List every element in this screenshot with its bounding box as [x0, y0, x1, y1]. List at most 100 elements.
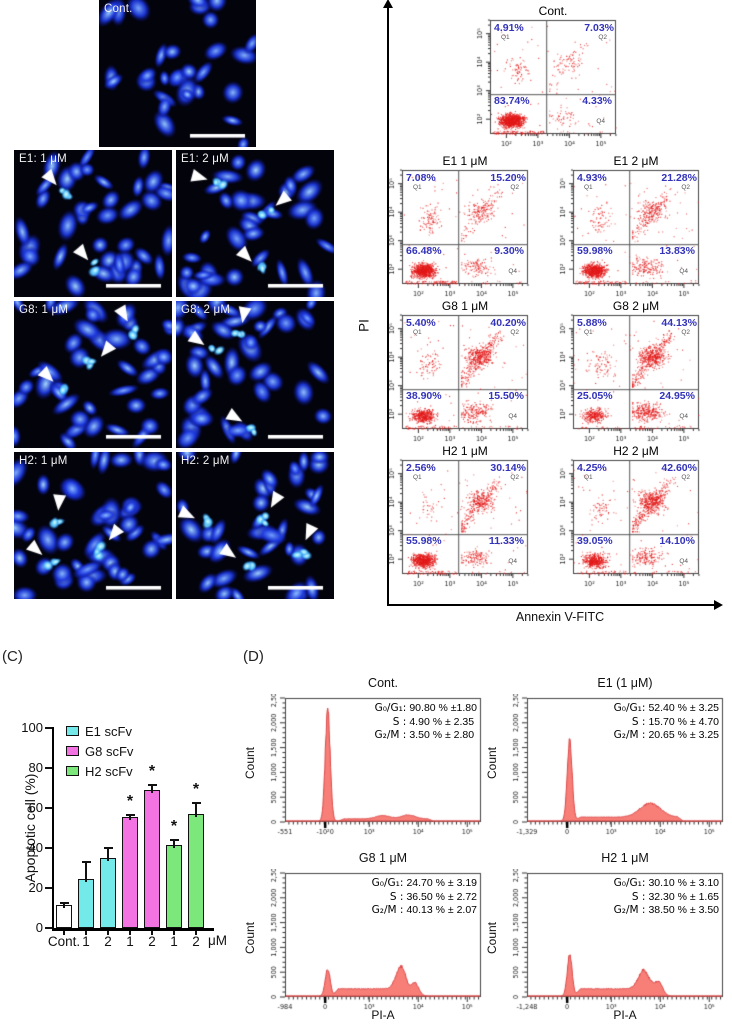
q3-percent: 83.74% [494, 95, 530, 107]
g2m-label: G₂/M : [374, 729, 407, 741]
g0g1-label: G₀/G₁: [613, 877, 646, 889]
q2-percent: 42.60% [661, 462, 697, 474]
q3-percent: 59.98% [577, 245, 613, 257]
error-bar-cap [125, 814, 135, 816]
g2m-value: 40.13 % ± 2.07 [406, 904, 477, 916]
hist-e1-1um: E1 (1 μM) Count G₀/G₁: 52.40 % ± 3.25 S :… [483, 676, 732, 848]
x-tick [63, 931, 65, 935]
flow-scatter-canvas [382, 313, 532, 445]
hist-canvas [493, 694, 732, 844]
micro-label-g8-2um: G8: 2 μM [181, 304, 231, 316]
bar-chart-unit-label: μM [208, 933, 228, 948]
s-value: 15.70 % ± 4.70 [648, 715, 719, 728]
error-bar [107, 848, 109, 861]
q2-label: Q2 [510, 329, 519, 336]
hist-canvas [251, 694, 491, 844]
hist-title: G8 1 μM [358, 851, 408, 865]
q1-label: Q1 [584, 329, 593, 336]
pi-axis-line [387, 6, 389, 605]
s-label: S : [392, 715, 407, 728]
q1-label: Q1 [584, 184, 593, 191]
error-bar-cap [169, 839, 179, 841]
s-label: S : [631, 890, 646, 903]
x-category-label: 2 [192, 934, 200, 949]
q1-percent: 5.88% [577, 317, 607, 329]
g8-legend-label: G8 scFv [85, 743, 134, 759]
error-bar [85, 862, 87, 882]
bar-chart-y-axis [52, 727, 54, 929]
s-value: 32.30 % ± 1.65 [648, 890, 719, 903]
bar [188, 814, 204, 928]
panel-d-letter: (D) [243, 648, 264, 665]
s-label: S : [389, 890, 404, 903]
q4-percent: 11.33% [488, 535, 524, 547]
annexin-axis-label: Annexin V-FITC [515, 610, 605, 624]
micro-tile-control: Cont. [99, 0, 256, 147]
micro-image-e1-1um [14, 150, 172, 297]
q1-label: Q1 [413, 474, 422, 481]
flow-plot-e1-2um: E1 2 μM 4.93% 21.28% 59.98% 13.83% Q1 Q2… [553, 154, 703, 304]
x-tick [129, 931, 131, 935]
q2-percent: 44.13% [661, 317, 697, 329]
y-tick [45, 727, 52, 729]
x-tick [195, 931, 197, 935]
significance-asterisk: * [126, 793, 134, 810]
flow-plot-title: G8 1 μM [441, 299, 489, 313]
flow-plot-h2-2um: H2 2 μM 4.25% 42.60% 39.05% 14.10% Q1 Q2… [553, 444, 703, 594]
h2-legend-swatch [66, 766, 79, 776]
s-value: 36.50 % ± 2.72 [406, 890, 477, 903]
q2-percent: 40.20% [490, 317, 526, 329]
hist-canvas [251, 869, 491, 1019]
y-tick-label: 100 [21, 720, 43, 735]
flow-scatter-canvas [382, 458, 532, 590]
x-category-label: 2 [104, 934, 112, 949]
x-tick [151, 931, 153, 935]
g2m-value: 20.65 % ± 3.25 [648, 729, 719, 741]
y-tick [45, 767, 52, 769]
g2m-value: 3.50 % ± 2.80 [409, 729, 475, 741]
micro-image-g8-1um [14, 301, 172, 448]
micro-label-control: Cont. [104, 3, 133, 15]
g8-legend-swatch [66, 746, 79, 756]
flow-scatter-canvas [470, 18, 620, 150]
x-category-label: 2 [148, 934, 156, 949]
hist-y-axis-label: Count [243, 921, 257, 955]
legend-item-g8: G8 scFv [66, 743, 134, 759]
annexin-axis-line [387, 604, 715, 606]
q3-percent: 38.90% [406, 390, 442, 402]
q1-percent: 2.56% [406, 462, 436, 474]
q4-label: Q4 [679, 268, 688, 275]
q3-percent: 39.05% [577, 535, 613, 547]
flow-scatter-canvas [553, 168, 703, 300]
q4-percent: 15.50% [488, 390, 524, 402]
q3-percent: 66.48% [406, 245, 442, 257]
q2-label: Q2 [510, 474, 519, 481]
q1-label: Q1 [501, 34, 510, 41]
micro-tile-e1-1um: E1: 1 μM [14, 150, 172, 297]
micro-label-e1-2um: E1: 2 μM [181, 153, 229, 165]
legend-item-h2: H2 scFv [66, 764, 133, 779]
micro-tile-h2-2um: H2: 2 μM [176, 452, 334, 599]
micro-label-e1-1um: E1: 1 μM [19, 153, 67, 165]
q4-label: Q4 [679, 413, 688, 420]
q4-label: Q4 [508, 268, 517, 275]
q4-label: Q4 [508, 413, 517, 420]
micro-image-h2-2um [176, 452, 334, 599]
g0g1-value: 30.10 % ± 3.10 [648, 877, 719, 889]
q1-label: Q1 [584, 474, 593, 481]
micro-tile-h2-1um: H2: 1 μM [14, 452, 172, 599]
q4-label: Q4 [596, 118, 605, 125]
q1-label: Q1 [413, 184, 422, 191]
x-tick [107, 931, 109, 935]
significance-asterisk: * [192, 781, 200, 798]
error-bar-cap [191, 802, 201, 804]
bar [144, 790, 160, 928]
g0g1-value: 52.40 % ± 3.25 [648, 702, 719, 714]
flow-plot-g8-1um: G8 1 μM 5.40% 40.20% 38.90% 15.50% Q1 Q2… [382, 299, 532, 449]
q4-percent: 14.10% [659, 535, 695, 547]
micro-image-g8-2um [176, 301, 334, 448]
error-bar-cap [103, 847, 113, 849]
micro-tile-e1-2um: E1: 2 μM [176, 150, 334, 297]
s-value: 4.90 % ± 2.35 [409, 715, 475, 728]
cell-cycle-stats: G₀/G₁: 30.10 % ± 3.10 S :32.30 % ± 1.65 G… [605, 877, 719, 918]
